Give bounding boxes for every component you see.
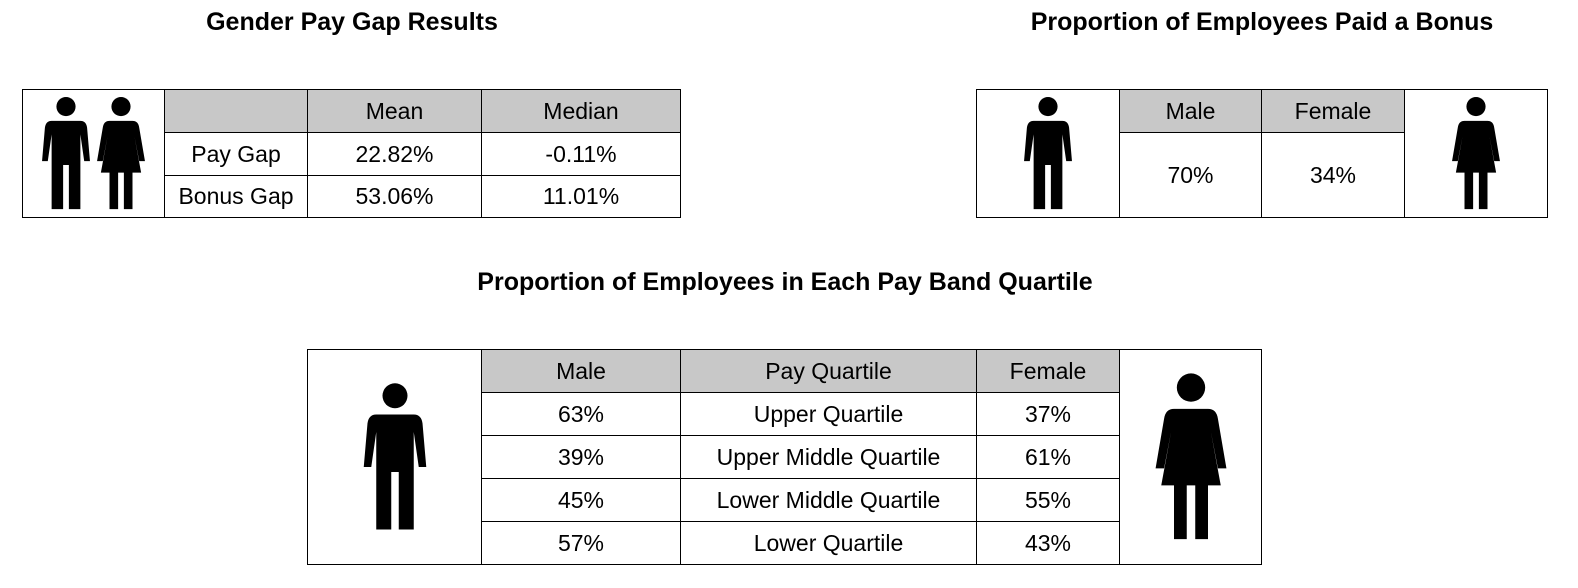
cell: 11.01%	[481, 175, 681, 218]
icon-cell	[1404, 89, 1548, 218]
cell: 34%	[1261, 132, 1405, 218]
cell: 45%	[481, 478, 681, 522]
cell: Lower Middle Quartile	[680, 478, 977, 522]
woman-icon	[1155, 372, 1227, 542]
header-row: Male Female	[976, 89, 1548, 218]
header-cell: Female	[976, 349, 1120, 393]
row: 70% 34%	[977, 132, 1548, 218]
woman-icon	[1452, 96, 1500, 211]
cell: 61%	[976, 435, 1120, 479]
header-cell: Male	[1119, 89, 1262, 133]
row: 57% Lower Quartile 43%	[308, 521, 1262, 565]
row: 39% Upper Middle Quartile 61%	[308, 435, 1262, 479]
cell: 22.82%	[307, 132, 482, 176]
header-row: Mean Median	[22, 89, 681, 218]
icon-cell	[1119, 349, 1262, 565]
man-icon	[42, 96, 90, 211]
row: 45% Lower Middle Quartile 55%	[308, 478, 1262, 522]
cell: -0.11%	[481, 132, 681, 176]
icon-cell	[22, 89, 165, 218]
row: Bonus Gap 53.06% 11.01%	[23, 175, 681, 218]
cell: 43%	[976, 521, 1120, 565]
bonus-table: Male Female 70% 34%	[976, 89, 1548, 218]
cell: 63%	[481, 392, 681, 436]
row-label: Bonus Gap	[164, 175, 308, 218]
header-cell	[164, 89, 308, 133]
icon-cell	[307, 349, 482, 565]
header-cell: Female	[1261, 89, 1405, 133]
header-cell: Male	[481, 349, 681, 393]
cell: Lower Quartile	[680, 521, 977, 565]
section-title: Proportion of Employees Paid a Bonus	[1030, 8, 1494, 36]
header-cell: Mean	[307, 89, 482, 133]
row: 63% Upper Quartile 37%	[308, 392, 1262, 436]
cell: 53.06%	[307, 175, 482, 218]
header-cell: Pay Quartile	[680, 349, 977, 393]
cell: Upper Quartile	[680, 392, 977, 436]
cell: 57%	[481, 521, 681, 565]
cell: 39%	[481, 435, 681, 479]
quartile-table: Male Pay Quartile Female 63% Upper Quarti…	[307, 349, 1262, 565]
header-cell: Median	[481, 89, 681, 133]
section-title: Proportion of Employees in Each Pay Band…	[477, 268, 1093, 296]
icon-cell	[976, 89, 1120, 218]
pay-gap-table: Mean Median Pay Gap 22.82% -0.11% Bonus …	[22, 89, 681, 218]
man-icon	[363, 382, 427, 532]
woman-icon	[97, 96, 145, 211]
man-icon	[1024, 96, 1072, 211]
cell: 55%	[976, 478, 1120, 522]
section-title: Gender Pay Gap Results	[206, 8, 498, 36]
cell: 70%	[1119, 132, 1262, 218]
header-row: Male Pay Quartile Female	[307, 349, 1262, 565]
cell: 37%	[976, 392, 1120, 436]
row-label: Pay Gap	[164, 132, 308, 176]
cell: Upper Middle Quartile	[680, 435, 977, 479]
row: Pay Gap 22.82% -0.11%	[23, 132, 681, 176]
